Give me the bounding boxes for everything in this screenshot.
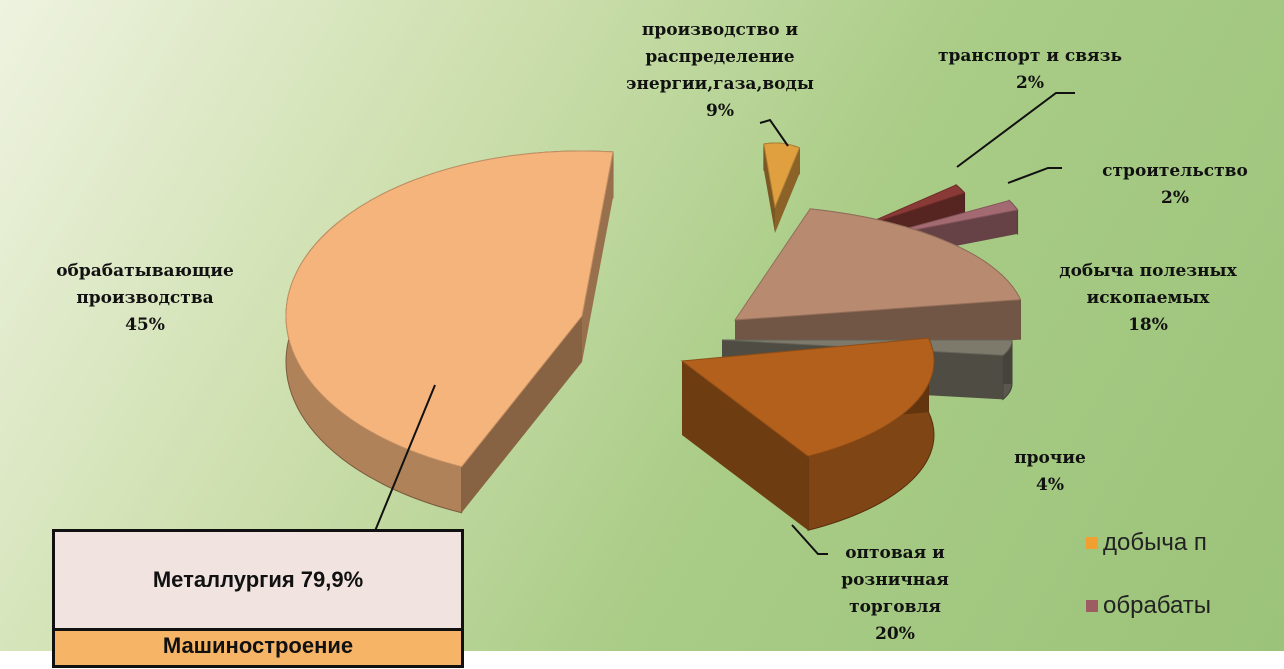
- label-manufacturing-line1: обрабатывающие: [56, 261, 234, 281]
- pie-slice-wall-a-2: [763, 143, 775, 233]
- label-energy-value: 9%: [706, 101, 734, 121]
- pie-slice-wall-a-1: [461, 316, 582, 513]
- label-construction-value: 2%: [1161, 188, 1189, 208]
- label-mining: добыча полезных ископаемых 18%: [1012, 258, 1284, 339]
- pie-slice-wall-b-2: [775, 147, 800, 233]
- label-construction: строительство 2%: [1066, 158, 1284, 212]
- legend-label-2: обрабаты: [1103, 592, 1212, 619]
- label-transport-value: 2%: [1016, 73, 1044, 93]
- label-other: прочие 4%: [980, 445, 1120, 499]
- leader-trade: [791, 524, 828, 555]
- pie-slice-1: [285, 150, 614, 514]
- label-mining-line2: ископаемых: [1086, 288, 1210, 308]
- pie-chart: [285, 92, 1075, 555]
- pie-slice-top-7: [680, 337, 935, 457]
- label-mining-value: 18%: [1128, 315, 1168, 335]
- pie-slice-2: [763, 142, 801, 233]
- label-energy-line1: производство и: [641, 20, 799, 40]
- label-trade-value: 20%: [875, 624, 915, 644]
- legend-item-2: обрабаты: [1086, 592, 1211, 620]
- legend-swatch-1: [1086, 537, 1098, 549]
- manufacturing-breakdown-table: Металлургия 79,9% Машиностроение: [52, 529, 464, 669]
- label-manufacturing: обрабатывающие производства 45%: [20, 258, 270, 339]
- pie-slice-top-2: [763, 142, 801, 209]
- label-manufacturing-line2: производства: [76, 288, 214, 308]
- label-trade-line3: торговля: [849, 597, 941, 617]
- label-transport-line1: транспорт и связь: [938, 46, 1122, 66]
- label-construction-line1: строительство: [1102, 161, 1248, 181]
- breakdown-row-machinery: Машиностроение: [52, 628, 464, 668]
- pie-slice-wall-b-7: [682, 361, 808, 531]
- legend-label-1: добыча п: [1103, 529, 1207, 556]
- label-trade: оптовая и розничная торговля 20%: [810, 540, 980, 648]
- pie-slice-top-3: [854, 184, 966, 230]
- label-trade-line1: оптовая и: [845, 543, 945, 563]
- breakdown-row-metallurgy: Металлургия 79,9%: [52, 529, 464, 631]
- label-transport: транспорт и связь 2%: [920, 43, 1140, 97]
- pie-slice-7: [680, 337, 935, 531]
- label-energy-line3: энергии,газа,воды: [626, 74, 814, 94]
- pie-slice-top-1: [285, 150, 614, 468]
- leader-energy: [759, 118, 789, 147]
- label-energy: производство и распределение энергии,газ…: [575, 17, 865, 125]
- label-energy-line2: распределение: [645, 47, 795, 67]
- pie-slice-top-5: [734, 208, 1022, 321]
- pie-slice-wall-b-1: [582, 151, 613, 362]
- label-trade-line2: розничная: [841, 570, 949, 590]
- leader-construction: [1007, 167, 1062, 184]
- label-mining-line1: добыча полезных: [1059, 261, 1237, 281]
- label-other-value: 4%: [1036, 475, 1064, 495]
- leader-manufacturing: [374, 384, 436, 532]
- leader-transport: [956, 92, 1075, 168]
- legend-item-1: добыча п: [1086, 529, 1207, 557]
- label-other-line1: прочие: [1014, 448, 1086, 468]
- legend-swatch-2: [1086, 600, 1098, 612]
- label-manufacturing-value: 45%: [125, 315, 165, 335]
